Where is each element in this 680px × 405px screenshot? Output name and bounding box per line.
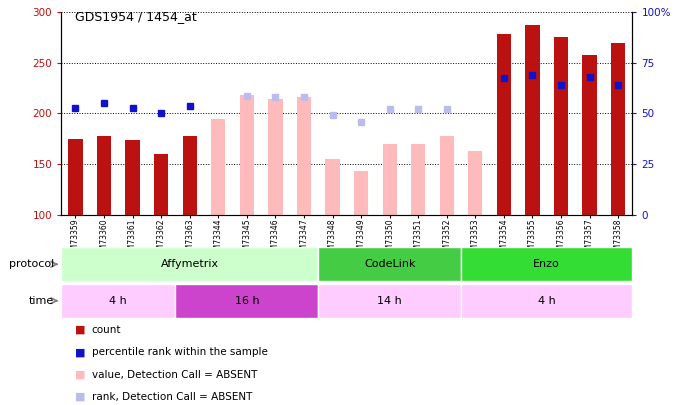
- Bar: [325, 159, 339, 215]
- Text: rank, Detection Call = ABSENT: rank, Detection Call = ABSENT: [92, 392, 252, 402]
- Bar: [61, 284, 175, 318]
- Text: 4 h: 4 h: [109, 296, 127, 306]
- Bar: [468, 151, 482, 215]
- Bar: [582, 55, 596, 215]
- Bar: [296, 97, 311, 215]
- Bar: [318, 284, 461, 318]
- Bar: [268, 99, 282, 215]
- Bar: [68, 139, 82, 215]
- Text: Affymetrix: Affymetrix: [160, 259, 219, 269]
- Bar: [318, 247, 461, 281]
- Text: ■: ■: [75, 325, 85, 335]
- Bar: [496, 34, 511, 215]
- Bar: [382, 144, 396, 215]
- Bar: [554, 37, 568, 215]
- Text: count: count: [92, 325, 121, 335]
- Text: 14 h: 14 h: [377, 296, 402, 306]
- Text: GDS1954 / 1454_at: GDS1954 / 1454_at: [75, 10, 197, 23]
- Text: CodeLink: CodeLink: [364, 259, 415, 269]
- Bar: [125, 140, 139, 215]
- Bar: [354, 171, 368, 215]
- Text: time: time: [29, 296, 54, 306]
- Bar: [611, 43, 625, 215]
- Text: Enzo: Enzo: [533, 259, 560, 269]
- Bar: [439, 136, 454, 215]
- Bar: [525, 25, 539, 215]
- Text: ■: ■: [75, 347, 85, 357]
- Bar: [175, 284, 318, 318]
- Bar: [461, 284, 632, 318]
- Bar: [182, 136, 197, 215]
- Bar: [461, 247, 632, 281]
- Text: value, Detection Call = ABSENT: value, Detection Call = ABSENT: [92, 370, 257, 379]
- Bar: [97, 136, 111, 215]
- Bar: [211, 119, 225, 215]
- Bar: [239, 95, 254, 215]
- Text: 4 h: 4 h: [538, 296, 556, 306]
- Text: percentile rank within the sample: percentile rank within the sample: [92, 347, 268, 357]
- Bar: [411, 144, 425, 215]
- Text: ■: ■: [75, 392, 85, 402]
- Text: 16 h: 16 h: [235, 296, 259, 306]
- Bar: [61, 247, 318, 281]
- Bar: [154, 154, 168, 215]
- Text: protocol: protocol: [9, 259, 54, 269]
- Text: ■: ■: [75, 370, 85, 379]
